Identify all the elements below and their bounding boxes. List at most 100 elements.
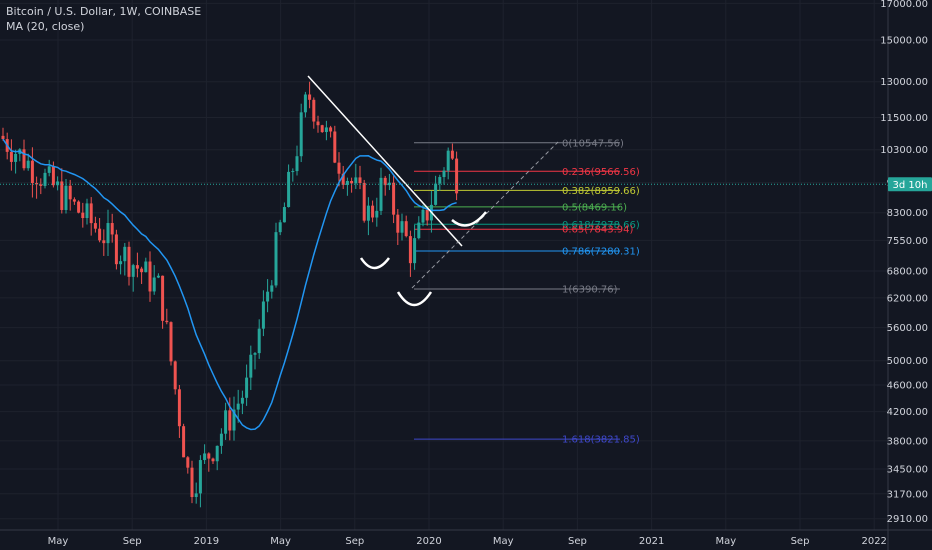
candle-body	[35, 183, 39, 185]
candle-body	[1, 135, 5, 140]
candle-body	[26, 160, 30, 169]
candle-body	[198, 460, 202, 494]
candle-body	[270, 285, 274, 292]
candle-body	[287, 171, 291, 208]
time-tick-label: Sep	[123, 536, 142, 547]
candle-body	[98, 228, 102, 241]
candle-body	[421, 209, 425, 223]
candle-body	[278, 222, 282, 233]
candle-body	[417, 222, 421, 239]
price-axis[interactable]: 17000.00 15000.00 13000.00 11500.00 10300.00…	[880, 0, 932, 550]
fibonacci-retracement[interactable]: 0(10547.56) 0.236(9566.56) 0.382(8959.66) 0…	[414, 138, 640, 446]
price-tick-label: 3800.00	[887, 436, 928, 447]
candle-body	[131, 265, 135, 277]
candle-body	[291, 171, 295, 173]
candle-body	[161, 275, 165, 321]
candle-body	[257, 328, 261, 354]
candle-body	[358, 177, 362, 184]
candle-body	[110, 223, 114, 235]
candle-body	[450, 150, 454, 159]
candle-body	[173, 361, 177, 390]
chart-drawings[interactable]	[307, 75, 559, 307]
candle-body	[354, 177, 358, 184]
price-tick-label: 2910.00	[887, 514, 928, 525]
fib-level-label: 0.382(8959.66)	[562, 186, 640, 197]
candle-body	[85, 203, 89, 219]
candle-body	[30, 160, 34, 184]
candle-body	[375, 210, 379, 218]
right-shoulder-arc[interactable]	[451, 211, 487, 227]
candle-body	[106, 223, 110, 244]
price-tick-label: 10300.00	[880, 145, 928, 156]
ma-line	[2, 138, 457, 431]
head-arc[interactable]	[396, 291, 433, 307]
candle-body	[123, 246, 127, 262]
candle-body	[232, 409, 236, 431]
candle-body	[182, 426, 186, 458]
candle-body	[22, 149, 26, 169]
price-tick-label: 15000.00	[880, 35, 928, 46]
price-tick-label: 17000.00	[880, 0, 928, 10]
price-tick-label: 4200.00	[887, 407, 928, 418]
candle-body	[9, 151, 13, 162]
candle-body	[211, 458, 215, 462]
time-tick-label: 2019	[194, 536, 219, 547]
fib-level-label: 1.618(3821.85)	[562, 435, 640, 446]
candle-body	[81, 212, 85, 219]
candle-body	[337, 162, 341, 174]
chart-legend: Bitcoin / U.S. Dollar, 1W, COINBASE MA (…	[6, 4, 201, 34]
candle-body	[303, 94, 307, 113]
candle-body	[43, 172, 47, 186]
candle-body	[392, 182, 396, 215]
time-tick-label: May	[48, 536, 69, 547]
downtrend-line[interactable]	[307, 75, 463, 247]
price-tick-label: 6800.00	[887, 266, 928, 277]
time-tick-label: May	[270, 536, 291, 547]
candle-body	[245, 377, 249, 398]
candle-body	[60, 181, 64, 210]
candle-body	[156, 275, 160, 278]
candle-body	[215, 445, 219, 462]
price-tick-label: 3450.00	[887, 465, 928, 476]
price-tick-label: 3170.00	[887, 489, 928, 500]
candle-body	[140, 268, 144, 273]
candle-body	[207, 453, 211, 459]
time-tick-label: 2020	[416, 536, 441, 547]
candle-body	[350, 180, 354, 184]
candle-body	[266, 291, 270, 302]
fib-level-label: 0.236(9566.56)	[562, 167, 640, 178]
candle-body	[316, 121, 320, 126]
grid-lines	[0, 0, 888, 530]
candle-body	[400, 221, 404, 233]
time-axis[interactable]: May Sep 2019 May Sep 2020 May Sep 2021 May Sep 2022	[0, 529, 932, 547]
candle-body	[345, 180, 349, 185]
candle-body	[89, 203, 93, 224]
candle-body	[413, 238, 417, 264]
fib-level-label: 1(6390.76)	[562, 285, 618, 296]
candle-body	[127, 246, 131, 277]
candle-body	[190, 467, 194, 498]
price-tick-label: 13000.00	[880, 77, 928, 88]
candle-body	[102, 240, 106, 244]
candle-body	[177, 389, 181, 427]
candle-body	[219, 433, 223, 446]
candle-body	[93, 223, 97, 229]
price-tick-label: 5600.00	[887, 323, 928, 334]
fib-level-label: 0.786(7280.31)	[562, 247, 640, 258]
candle-body	[77, 201, 81, 213]
candle-body	[295, 156, 299, 172]
price-tick-label: 6200.00	[887, 293, 928, 304]
candle-body	[455, 158, 459, 194]
candle-body	[194, 493, 198, 498]
price-tag-box	[888, 177, 932, 192]
left-shoulder-arc[interactable]	[359, 257, 390, 270]
symbol-title[interactable]: Bitcoin / U.S. Dollar, 1W, COINBASE	[6, 5, 202, 18]
fib-level-label: 0.65(7843.94)	[562, 225, 634, 236]
candle-body	[299, 112, 303, 157]
indicator-label[interactable]: MA (20, close)	[6, 20, 85, 33]
candle-body	[64, 185, 68, 210]
candle-body	[203, 453, 207, 461]
price-label-tag: 3d 10h	[888, 177, 932, 192]
